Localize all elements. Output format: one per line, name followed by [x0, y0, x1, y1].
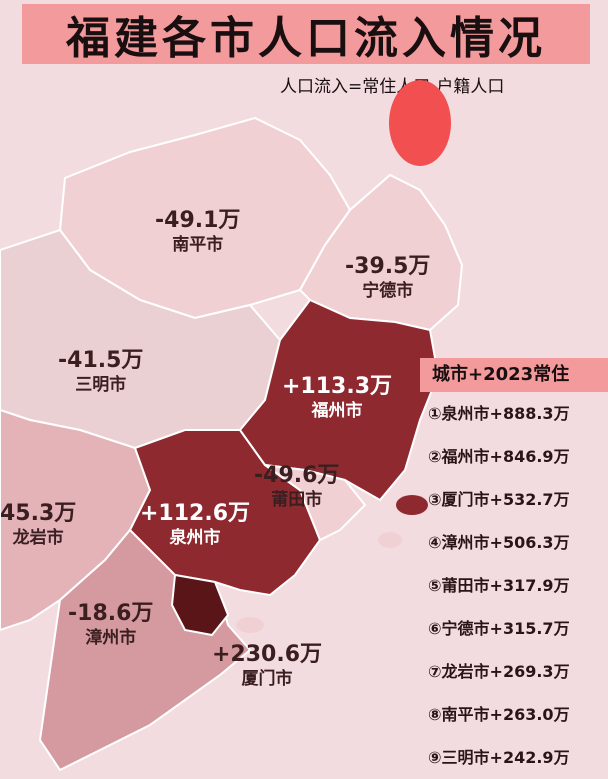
- city-value: -39.5万: [345, 254, 431, 279]
- page-title: 福建各市人口流入情况: [66, 13, 546, 64]
- island: [236, 617, 264, 633]
- city-label-sanming: -41.5万 三明市: [58, 347, 143, 396]
- city-value: -41.5万: [58, 348, 144, 373]
- city-name: 福州市: [311, 400, 363, 421]
- city-label-nanping: -49.1万 南平市: [155, 207, 240, 256]
- ranking-item: ①泉州市+888.3万: [428, 404, 570, 423]
- region-fuzhou[interactable]: [238, 298, 440, 502]
- ranking-item: ⑦龙岩市+269.3万: [428, 662, 570, 681]
- city-value: -49.1万: [155, 208, 241, 233]
- title-bar: 福建各市人口流入情况: [22, 4, 590, 64]
- ranking-item: ⑨三明市+242.9万: [428, 748, 570, 767]
- formula-caption: 人口流入=常住人口-户籍人口: [280, 77, 505, 97]
- ranking-item: ③厦门市+532.7万: [428, 490, 570, 509]
- city-label-longyan: 45.3万 龙岩市: [0, 500, 76, 549]
- city-label-ningde: -39.5万 宁德市: [345, 253, 430, 302]
- city-label-fuzhou: +113.3万 福州市: [282, 373, 392, 422]
- city-value: -18.6万: [68, 601, 154, 626]
- city-name: 莆田市: [271, 489, 323, 510]
- city-label-zhangzhou: -18.6万 漳州市: [68, 600, 153, 649]
- island: [378, 532, 402, 548]
- ranking-header: 城市+2023常住: [420, 358, 608, 392]
- ranking-item: ②福州市+846.9万: [428, 447, 570, 466]
- city-name: 南平市: [172, 234, 224, 255]
- region-xiamen[interactable]: [170, 573, 230, 637]
- city-name: 宁德市: [362, 280, 414, 301]
- city-name: 漳州市: [85, 627, 137, 648]
- city-label-quanzhou: +112.6万 泉州市: [140, 500, 250, 549]
- city-value: +113.3万: [282, 374, 393, 399]
- ranking-item: ⑤莆田市+317.9万: [428, 576, 570, 595]
- ranking-item: ④漳州市+506.3万: [428, 533, 570, 552]
- region-putian[interactable]: [264, 464, 367, 542]
- island: [396, 495, 428, 515]
- city-name: 泉州市: [169, 527, 221, 548]
- city-label-xiamen: +230.6万 厦门市: [212, 641, 322, 690]
- city-value: -49.6万: [254, 463, 340, 488]
- city-name: 龙岩市: [12, 527, 64, 548]
- ranking-item: ⑥宁德市+315.7万: [428, 619, 570, 638]
- city-name: 厦门市: [241, 668, 293, 689]
- city-value: +112.6万: [140, 501, 251, 526]
- city-value: +230.6万: [212, 642, 323, 667]
- city-name: 三明市: [75, 374, 127, 395]
- population-ranking: 城市+2023常住 ①泉州市+888.3万 ②福州市+846.9万 ③厦门市+5…: [420, 358, 608, 779]
- city-label-putian: -49.6万 莆田市: [254, 462, 339, 511]
- location-marker: [389, 80, 451, 166]
- city-value: 45.3万: [0, 501, 77, 526]
- ranking-item: ⑧南平市+263.0万: [428, 705, 570, 724]
- ranking-list: ①泉州市+888.3万 ②福州市+846.9万 ③厦门市+532.7万 ④漳州市…: [420, 392, 608, 779]
